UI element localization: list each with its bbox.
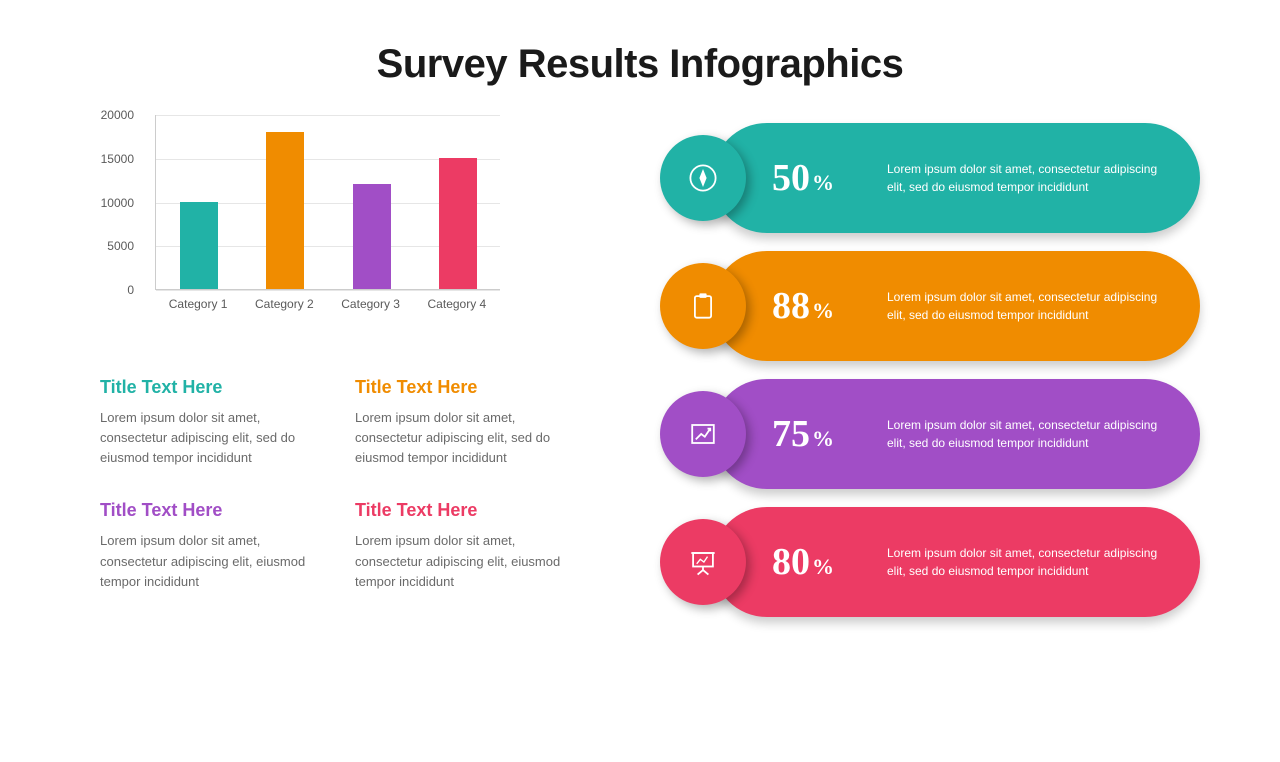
text-block-title: Title Text Here [100, 377, 315, 398]
stat-description: Lorem ipsum dolor sit amet, consectetur … [887, 160, 1200, 196]
stat-suffix: % [812, 426, 834, 452]
stat-value: 80% [772, 540, 887, 584]
chart-bar [180, 202, 218, 290]
stat-suffix: % [812, 554, 834, 580]
clipboard-icon [660, 263, 746, 349]
text-block: Title Text Here Lorem ipsum dolor sit ame… [100, 500, 315, 591]
chart-gridline [156, 290, 500, 291]
text-block-body: Lorem ipsum dolor sit amet, consectetur … [355, 408, 570, 468]
chart-plot-area [155, 115, 500, 290]
text-block: Title Text Here Lorem ipsum dolor sit ame… [355, 500, 570, 591]
chart-bar [353, 184, 391, 289]
stat-pill: 88%Lorem ipsum dolor sit amet, consectet… [712, 251, 1200, 361]
chart-y-axis: 05000100001500020000 [90, 115, 140, 290]
chart-gridline [156, 115, 500, 116]
chart-x-tick-label: Category 1 [163, 297, 233, 311]
text-block-title: Title Text Here [355, 377, 570, 398]
bar-chart: 05000100001500020000 Category 1Category … [100, 115, 520, 325]
stat-pill: 75%Lorem ipsum dolor sit amet, consectet… [712, 379, 1200, 489]
text-block-title: Title Text Here [100, 500, 315, 521]
stat-row: 50%Lorem ipsum dolor sit amet, consectet… [660, 123, 1200, 233]
text-block-body: Lorem ipsum dolor sit amet, consectetur … [100, 408, 315, 468]
chart-bar [439, 158, 477, 289]
stat-description: Lorem ipsum dolor sit amet, consectetur … [887, 544, 1200, 580]
left-column: 05000100001500020000 Category 1Category … [100, 115, 600, 635]
chart-y-tick-label: 15000 [101, 152, 134, 166]
text-block-title: Title Text Here [355, 500, 570, 521]
stat-value: 50% [772, 156, 887, 200]
chart-bar [266, 132, 304, 290]
chart-y-tick-label: 0 [127, 283, 134, 297]
stat-row: 75%Lorem ipsum dolor sit amet, consectet… [660, 379, 1200, 489]
chart-x-tick-label: Category 3 [336, 297, 406, 311]
text-block-body: Lorem ipsum dolor sit amet, consectetur … [355, 531, 570, 591]
text-block: Title Text Here Lorem ipsum dolor sit ame… [355, 377, 570, 468]
stat-description: Lorem ipsum dolor sit amet, consectetur … [887, 288, 1200, 324]
chart-y-tick-label: 20000 [101, 108, 134, 122]
stat-row: 80%Lorem ipsum dolor sit amet, consectet… [660, 507, 1200, 617]
text-block: Title Text Here Lorem ipsum dolor sit ame… [100, 377, 315, 468]
chart-icon [660, 391, 746, 477]
chart-x-tick-label: Category 2 [249, 297, 319, 311]
stat-suffix: % [812, 298, 834, 324]
chart-y-tick-label: 10000 [101, 196, 134, 210]
stat-pill: 80%Lorem ipsum dolor sit amet, consectet… [712, 507, 1200, 617]
stat-pill: 50%Lorem ipsum dolor sit amet, consectet… [712, 123, 1200, 233]
stat-suffix: % [812, 170, 834, 196]
stat-value: 88% [772, 284, 887, 328]
chart-y-tick-label: 5000 [107, 239, 134, 253]
right-column: 50%Lorem ipsum dolor sit amet, consectet… [600, 115, 1200, 635]
text-block-body: Lorem ipsum dolor sit amet, consectetur … [100, 531, 315, 591]
text-block-grid: Title Text Here Lorem ipsum dolor sit ame… [100, 377, 570, 592]
stat-description: Lorem ipsum dolor sit amet, consectetur … [887, 416, 1200, 452]
compass-icon [660, 135, 746, 221]
chart-x-tick-label: Category 4 [422, 297, 492, 311]
content: 05000100001500020000 Category 1Category … [0, 115, 1280, 635]
stat-value: 75% [772, 412, 887, 456]
stat-row: 88%Lorem ipsum dolor sit amet, consectet… [660, 251, 1200, 361]
page-title: Survey Results Infographics [0, 42, 1280, 87]
present-icon [660, 519, 746, 605]
